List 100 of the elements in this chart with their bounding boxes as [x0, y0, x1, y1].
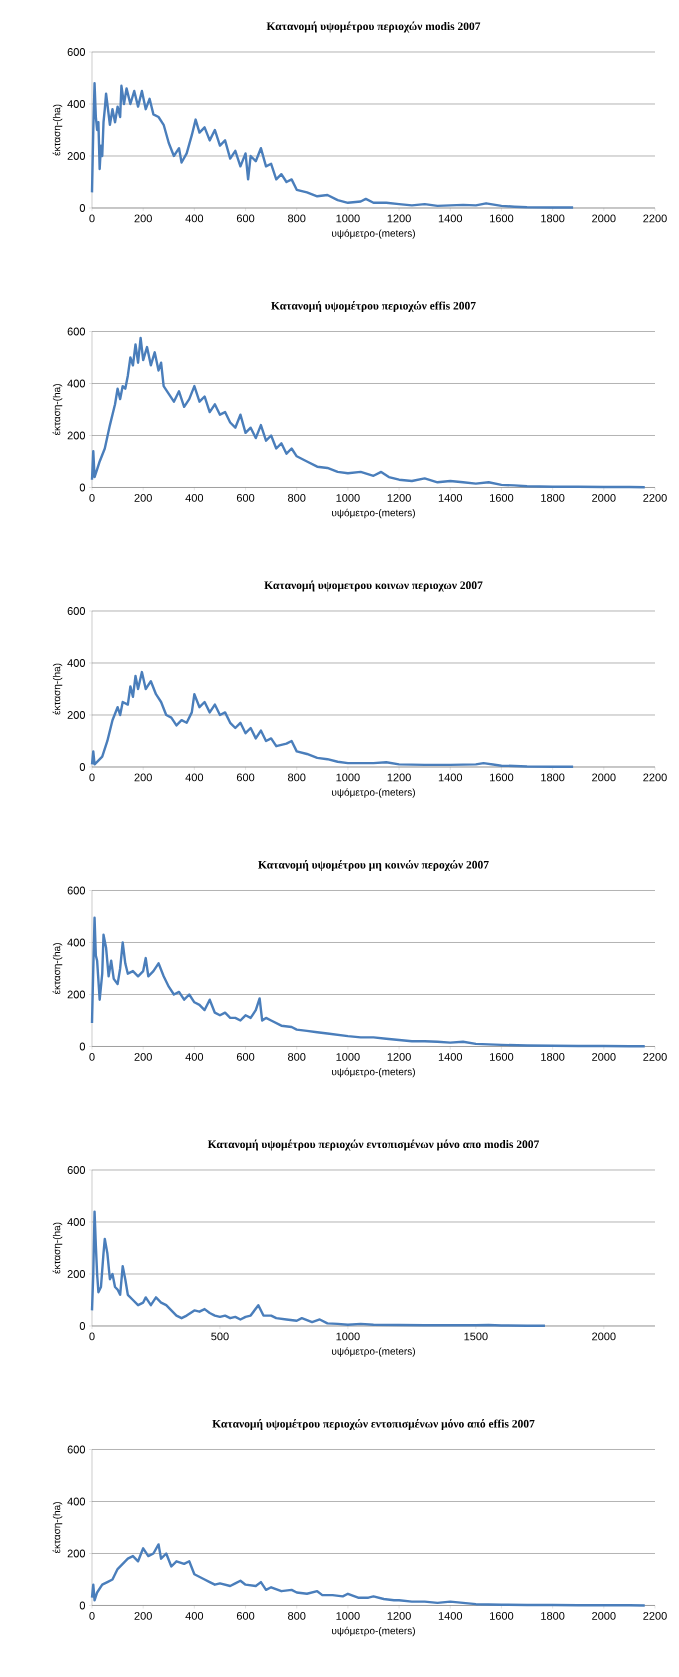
y-tick-label: 200 [67, 1270, 86, 1278]
x-tick-label: 400 [185, 494, 204, 502]
x-tick-label: 600 [236, 1053, 255, 1061]
x-axis-title: υψόμετρο-(meters) [332, 1067, 415, 1078]
x-tick-label: 1400 [438, 773, 463, 782]
x-tick-label: 800 [288, 494, 306, 502]
y-axis-title: έκταση-(ha) [52, 1502, 63, 1554]
x-tick-label: 500 [211, 1332, 229, 1341]
y-tick-label: 400 [67, 379, 86, 388]
y-tick-label: 400 [67, 938, 86, 947]
x-tick-label: 1600 [490, 1612, 514, 1620]
chart-title: Κατανομή υψομέτρου περιοχών εντοπισμένων μόνο από effis 2007 [212, 1418, 535, 1430]
chart-title: Κατανομή υψομέτρου περιοχών modis 2007 [266, 21, 481, 33]
line-series [90, 81, 575, 209]
x-tick-label: 0 [89, 494, 95, 502]
x-tick-label: 2000 [592, 1053, 616, 1061]
y-tick-label: 200 [67, 1549, 86, 1558]
y-tick-label: 600 [67, 327, 86, 336]
x-tick-label: 1200 [387, 1612, 411, 1620]
x-tick-label: 1200 [387, 773, 411, 782]
x-tick-label: 600 [236, 1612, 255, 1620]
x-tick-label: 200 [134, 1053, 152, 1061]
x-tick-label: 200 [134, 494, 152, 502]
x-tick-label: 800 [288, 1612, 306, 1620]
y-tick-label: 0 [79, 1601, 86, 1610]
line-series [90, 336, 646, 489]
x-tick-label: 1800 [541, 1612, 565, 1620]
x-tick-label: 800 [288, 773, 306, 782]
x-tick-label: 1200 [387, 1053, 411, 1061]
y-axis-title: έκταση-(ha) [52, 663, 63, 715]
x-tick-label: 0 [89, 1612, 95, 1620]
x-tick-label: 600 [236, 214, 255, 223]
y-tick-label: 600 [67, 1166, 86, 1174]
y-tick-label: 400 [67, 100, 86, 108]
x-tick-label: 800 [288, 1053, 306, 1061]
x-tick-label: 800 [288, 214, 306, 223]
y-tick-label: 0 [79, 483, 86, 492]
x-tick-label: 1000 [336, 214, 360, 223]
x-tick-label: 400 [185, 773, 204, 782]
x-tick-label: 2200 [643, 494, 667, 502]
x-tick-label: 0 [89, 773, 95, 782]
x-tick-label: 0 [89, 1053, 95, 1061]
y-tick-label: 600 [67, 48, 86, 56]
x-tick-label: 1800 [541, 773, 565, 782]
x-tick-label: 200 [134, 214, 152, 223]
x-tick-label: 600 [236, 773, 255, 782]
chart-title: Κατανομή υψομέτρου περιοχών effis 2007 [271, 300, 476, 312]
y-tick-label: 200 [67, 431, 86, 440]
x-tick-label: 400 [185, 214, 204, 223]
y-axis-title: έκταση-(ha) [52, 104, 63, 156]
x-tick-label: 1600 [490, 494, 514, 502]
x-tick-label: 0 [89, 1332, 95, 1341]
y-tick-label: 400 [67, 1497, 86, 1506]
x-tick-label: 1000 [336, 1053, 360, 1061]
x-tick-label: 400 [185, 1612, 204, 1620]
x-tick-label: 1800 [541, 494, 565, 502]
y-tick-label: 400 [67, 1218, 86, 1226]
x-tick-label: 1500 [464, 1332, 488, 1341]
x-tick-label: 1800 [541, 1053, 565, 1061]
x-tick-label: 1600 [490, 773, 514, 782]
x-tick-label: 1000 [336, 1332, 360, 1341]
y-tick-label: 200 [67, 990, 86, 999]
x-tick-label: 1000 [336, 494, 360, 502]
y-tick-label: 0 [79, 1042, 86, 1051]
x-tick-label: 1400 [438, 1053, 463, 1061]
y-tick-label: 600 [67, 1445, 86, 1454]
x-tick-label: 2200 [643, 1053, 667, 1061]
x-tick-label: 400 [185, 1053, 204, 1061]
x-tick-label: 1200 [387, 214, 411, 223]
x-tick-label: 1400 [438, 1612, 463, 1620]
y-tick-label: 200 [67, 711, 86, 719]
x-tick-label: 2000 [592, 214, 616, 223]
x-tick-label: 1000 [336, 773, 360, 782]
line-series [90, 670, 575, 768]
x-tick-label: 2000 [592, 494, 616, 502]
y-tick-label: 400 [67, 659, 86, 667]
y-tick-label: 0 [79, 204, 86, 212]
chart-title: Κατανομή υψομετρου κοινων περιοχων 2007 [264, 580, 483, 592]
x-axis-title: υψόμετρο-(meters) [332, 788, 415, 798]
x-tick-label: 1800 [541, 214, 565, 223]
chart-title: Κατανομή υψομέτρου μη κοινών περοχών 2007 [258, 859, 489, 871]
y-tick-label: 0 [79, 763, 86, 771]
x-tick-label: 2000 [592, 773, 616, 782]
y-axis-title: έκταση-(ha) [52, 943, 63, 995]
x-axis-title: υψόμετρο-(meters) [332, 1347, 415, 1357]
x-axis-title: υψόμετρο-(meters) [332, 1626, 415, 1637]
x-tick-label: 1400 [438, 494, 463, 502]
y-tick-label: 600 [67, 886, 86, 895]
x-tick-label: 2200 [643, 773, 667, 782]
x-axis-title: υψόμετρο-(meters) [332, 508, 415, 519]
x-tick-label: 0 [89, 214, 95, 223]
x-axis-title: υψόμετρο-(meters) [332, 229, 415, 239]
x-tick-label: 2200 [643, 1612, 667, 1620]
y-tick-label: 200 [67, 152, 86, 160]
x-tick-label: 1000 [336, 1612, 360, 1620]
y-axis-title: έκταση-(ha) [52, 384, 63, 436]
x-tick-label: 200 [134, 1612, 152, 1620]
x-tick-label: 2200 [643, 214, 667, 223]
chart-title: Κατανομή υψομέτρου περιοχών εντοπισμένων μόνο απο modis 2007 [207, 1139, 540, 1151]
x-tick-label: 200 [134, 773, 152, 782]
